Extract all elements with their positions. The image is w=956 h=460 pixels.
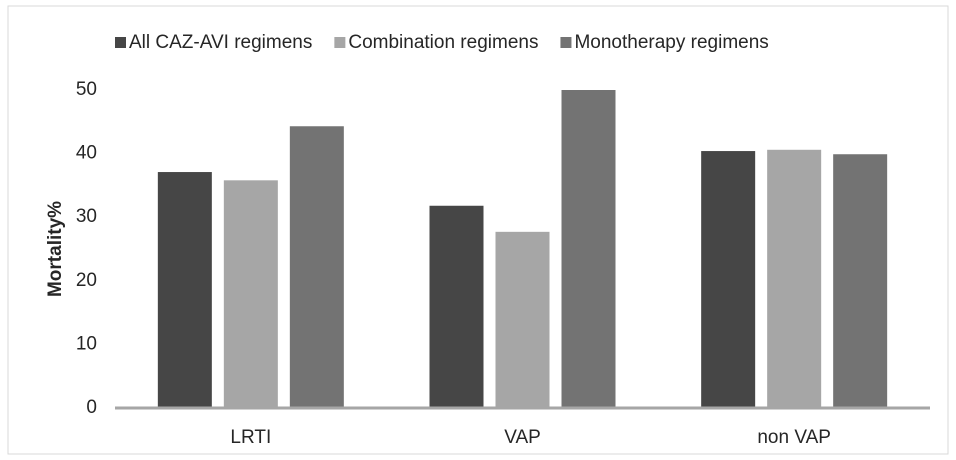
bar [289,126,344,408]
y-tick-label: 20 [76,270,97,291]
y-tick-label: 10 [76,333,97,354]
bar [767,149,822,408]
x-tick-label: LRTI [230,427,271,448]
x-tick-label: VAP [504,427,541,448]
legend-swatch [560,37,572,48]
legend-label: Combination regimens [348,32,538,53]
legend-swatch [334,37,346,48]
chart-border [7,5,949,455]
y-tick-label: 40 [76,143,97,164]
bar [223,180,278,408]
y-tick-label: 0 [86,397,97,418]
y-axis-label: Mortality% [45,201,66,297]
x-tick-label: non VAP [757,427,831,448]
bar [495,231,550,408]
bar [157,172,212,408]
legend-label: All CAZ-AVI regimens [129,32,312,53]
bar [833,154,888,408]
legend-label: Monotherapy regimens [574,32,768,53]
y-tick-label: 30 [76,206,97,227]
y-tick-label: 50 [76,79,97,100]
bar [429,205,484,408]
bar [701,151,756,408]
bar [561,90,616,408]
legend-swatch [115,37,126,48]
